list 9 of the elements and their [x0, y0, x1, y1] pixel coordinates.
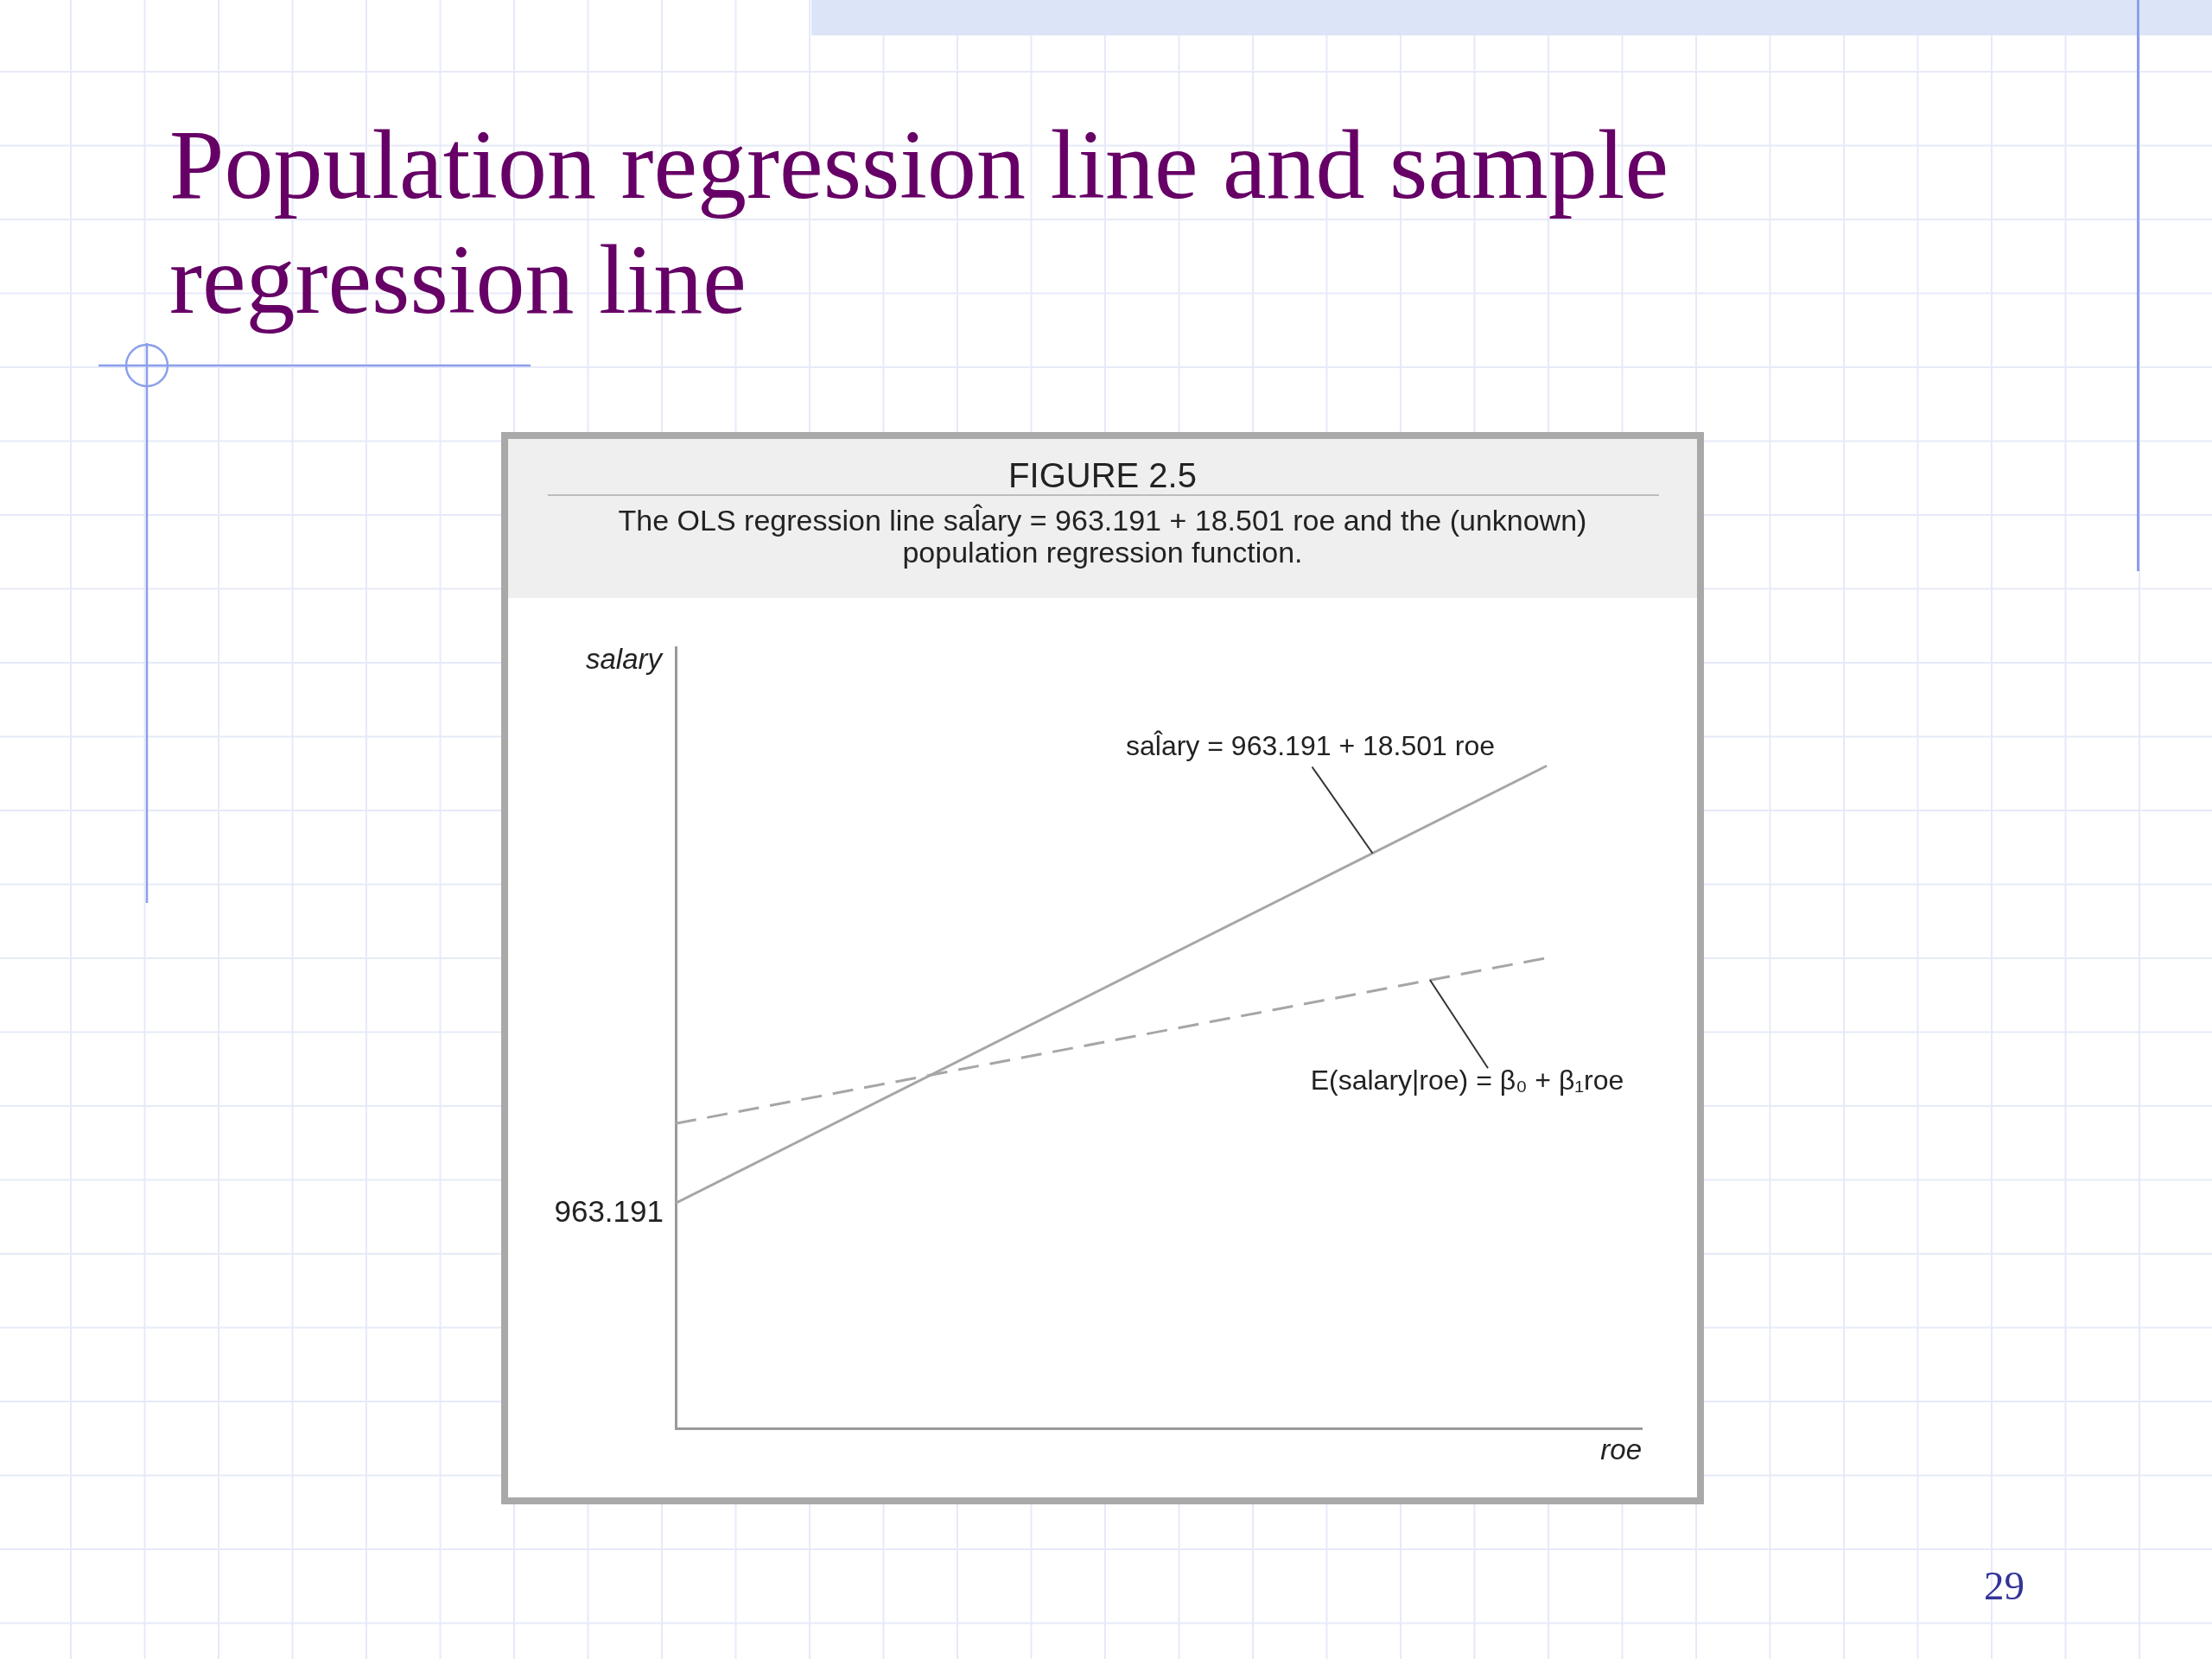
series-label: sal̂ary = 963.191 + 18.501 roe — [1126, 729, 1495, 762]
chart-title: Population regression line and sample regression line — [169, 109, 1669, 336]
chart-subtitle: FIGURE 2.5 — [1007, 455, 1198, 496]
y-axis-title: salary — [585, 643, 664, 675]
annotation: 963.191 — [554, 1193, 664, 1228]
text: E(salary|roe) = β₀ + β₁roe — [1310, 1065, 1624, 1096]
text: The OLS regression line sal̂ary = 963.191 + 18.501 roe and the (unknown) population regression function. — [617, 504, 1588, 569]
x-axis-title: roe — [1600, 1433, 1642, 1465]
text: 29 — [1983, 1563, 2024, 1608]
